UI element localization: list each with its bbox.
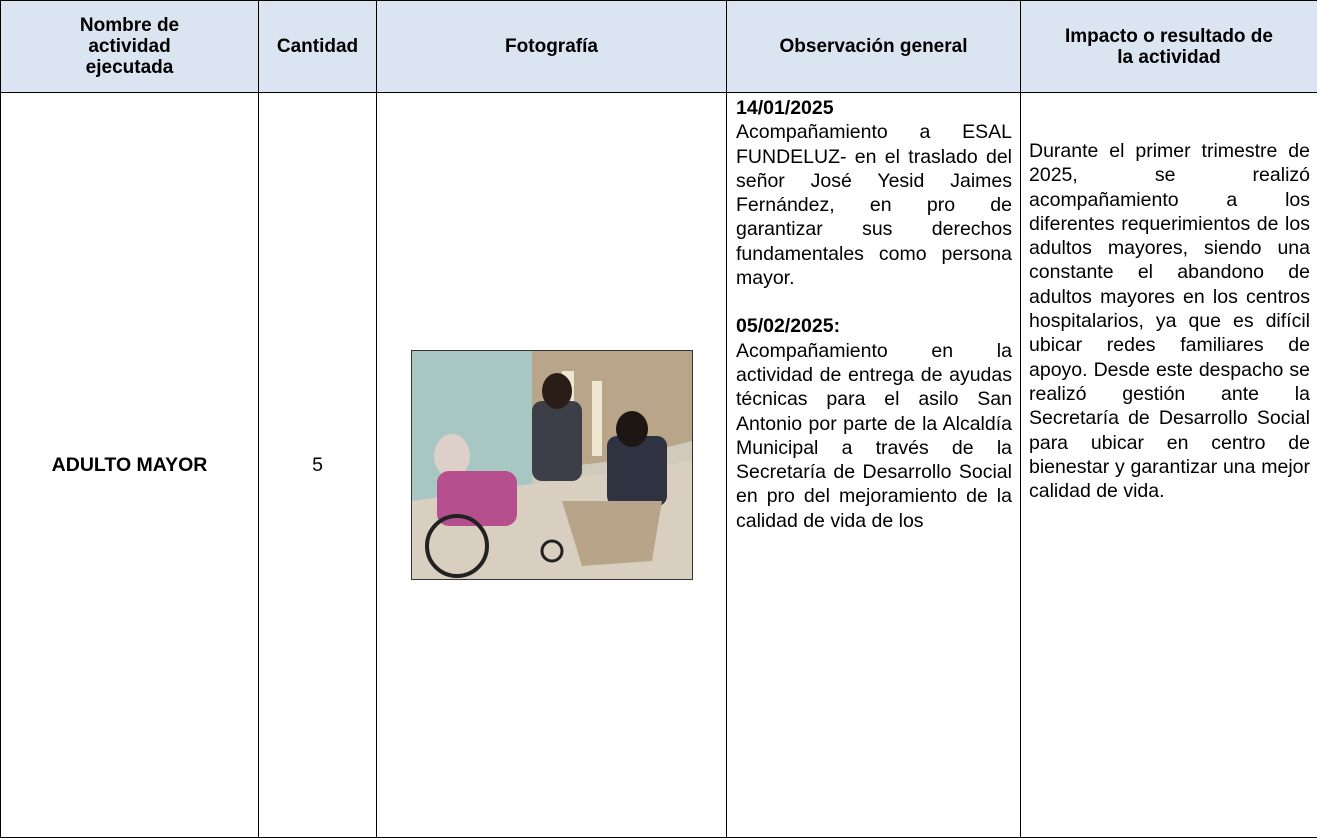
observation-text: Acompañamiento en la actividad de entreg… <box>736 339 1012 533</box>
quantity: 5 <box>312 454 323 476</box>
header-cell: Cantidad <box>259 1 377 93</box>
impact-cell: Durante el primer trimestre de 2025, se … <box>1021 93 1317 838</box>
impact-text: Durante el primer trimestre de 2025, se … <box>1029 139 1310 503</box>
observation-text: Acompañamiento a ESAL FUNDELUZ- en el tr… <box>736 120 1012 290</box>
observation-date: 05/02/2025: <box>736 314 1012 338</box>
photo-cell <box>377 93 727 838</box>
activity-cell: ADULTO MAYOR <box>1 93 259 838</box>
body-row: ADULTO MAYOR 5 14/01/2025 <box>1 93 1317 838</box>
activity: ADULTO MAYOR <box>52 454 208 476</box>
header-cell: Fotografía <box>377 1 727 93</box>
header-row: Nombre de actividad ejecutada Cantidad F… <box>1 1 1317 93</box>
header-cell: Nombre de actividad ejecutada <box>1 1 259 93</box>
observation-date: 14/01/2025 <box>736 96 1012 120</box>
observation-cell: 14/01/2025 Acompañamiento a ESAL FUNDELU… <box>727 93 1021 838</box>
photo <box>411 350 693 580</box>
page: Nombre de actividad ejecutada Cantidad F… <box>0 0 1317 793</box>
quantity-cell: 5 <box>259 93 377 838</box>
header-cell: Impacto o resultado de la actividad <box>1021 1 1317 93</box>
header-cell: Observación general <box>727 1 1021 93</box>
